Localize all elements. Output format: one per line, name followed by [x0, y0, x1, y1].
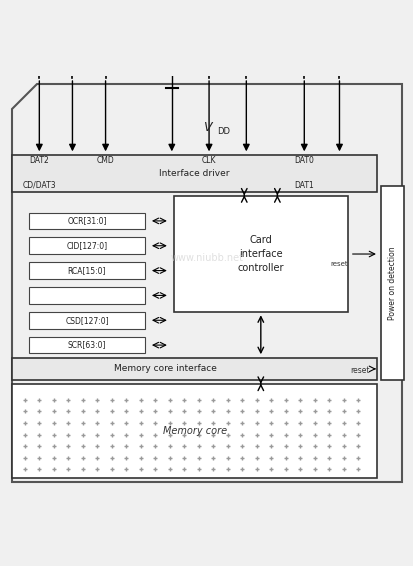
- FancyBboxPatch shape: [29, 337, 145, 353]
- FancyBboxPatch shape: [12, 155, 376, 192]
- Text: DD: DD: [217, 127, 230, 136]
- FancyBboxPatch shape: [29, 238, 145, 254]
- FancyBboxPatch shape: [12, 358, 376, 380]
- Text: Card
interface
controller: Card interface controller: [237, 235, 283, 273]
- Text: CMD: CMD: [97, 156, 114, 165]
- Text: DAT1: DAT1: [294, 181, 313, 190]
- Text: OCR[31:0]: OCR[31:0]: [67, 216, 107, 225]
- Text: DAT2: DAT2: [29, 156, 49, 165]
- Text: RCA[15:0]: RCA[15:0]: [68, 266, 106, 275]
- FancyBboxPatch shape: [29, 312, 145, 328]
- Text: Power on detection: Power on detection: [387, 246, 396, 320]
- Text: reset: reset: [329, 261, 347, 267]
- FancyBboxPatch shape: [12, 384, 376, 478]
- FancyBboxPatch shape: [380, 186, 403, 380]
- Text: Memory core interface: Memory core interface: [114, 365, 216, 374]
- Polygon shape: [12, 84, 401, 482]
- Text: CID[127:0]: CID[127:0]: [66, 241, 107, 250]
- FancyBboxPatch shape: [29, 213, 145, 229]
- Text: Memory core: Memory core: [162, 426, 226, 436]
- Text: Interface driver: Interface driver: [159, 169, 229, 178]
- Text: reset: reset: [349, 366, 369, 375]
- FancyBboxPatch shape: [29, 287, 145, 304]
- Text: CSD[127:0]: CSD[127:0]: [65, 316, 109, 325]
- FancyBboxPatch shape: [173, 196, 347, 312]
- Text: SCR[63:0]: SCR[63:0]: [68, 341, 106, 350]
- Text: CLK: CLK: [201, 156, 216, 165]
- Text: V: V: [202, 121, 211, 134]
- FancyBboxPatch shape: [29, 262, 145, 279]
- Text: CD/DAT3: CD/DAT3: [22, 181, 56, 190]
- Text: DAT0: DAT0: [294, 156, 313, 165]
- Text: www.niubb.net: www.niubb.net: [170, 253, 243, 263]
